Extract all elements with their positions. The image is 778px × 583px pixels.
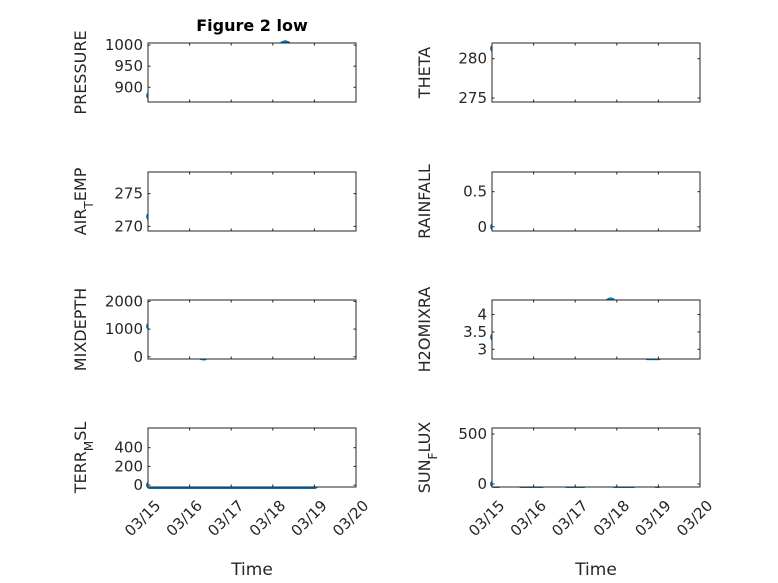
y-tick-label: 275 [114,185,143,203]
x-tick-label: 03/18 [246,497,289,540]
y-axis-label: H2OMIXRA [415,287,434,373]
x-tick-label: 03/16 [163,497,206,540]
x-tick-label: 03/15 [465,497,508,540]
y-tick-label: 280 [458,50,487,68]
y-tick-label: 275 [458,89,487,107]
y-tick-label: 270 [114,217,143,235]
figure-title: Figure 2 low [196,16,308,35]
chart-panel-4: 0 0.5 RAINFALL [415,164,701,239]
y-tick-label: 0 [477,218,487,236]
y-tick-label: 900 [114,78,143,96]
y-tick-label: 500 [458,425,487,443]
chart-panel-5: 0 1000 2000 MIXDEPTH [71,288,357,371]
y-tick-label: 1000 [105,320,143,338]
y-axis-label: SUNFLUX [415,422,440,494]
y-tick-label: 0.5 [463,183,487,201]
x-tick-label: 03/20 [329,497,372,540]
chart-panel-3: 270 275 AIRTEMP [71,167,357,235]
x-tick-label: 03/17 [204,497,247,540]
y-tick-label: 3.5 [463,323,487,341]
axes-box [147,42,357,103]
chart-panel-2: 275 280 THETA [415,42,701,107]
y-tick-label: 3 [477,340,487,358]
axes-box [491,427,701,488]
y-axis-label: MIXDEPTH [71,288,90,371]
x-tick-label: 03/19 [631,497,674,540]
x-tick-label: 03/16 [507,497,550,540]
y-tick-label: 200 [114,457,143,475]
x-tick-label: 03/15 [121,497,164,540]
y-tick-label: 0 [477,475,487,493]
axes-box [147,171,357,232]
y-tick-label: 2000 [105,292,143,310]
axes-box [147,299,357,360]
x-tick-label: 03/19 [287,497,330,540]
x-tick-label: 03/20 [673,497,716,540]
y-axis-label: TERRMSL [71,422,96,495]
y-tick-label: 0 [133,476,143,494]
x-tick-label: 03/17 [548,497,591,540]
x-axis-label: Time [230,560,273,580]
y-axis-label: RAINFALL [415,164,434,239]
y-tick-label: 4 [477,306,487,324]
y-tick-label: 400 [114,439,143,457]
axes-box [491,42,701,103]
y-axis-label: THETA [415,47,434,99]
chart-panel-1: 900 950 1000 PRESSURE [71,30,357,115]
x-axis-label: Time [574,560,617,580]
y-tick-label: 1000 [105,36,143,54]
y-tick-label: 0 [133,348,143,366]
axes-box [147,427,357,488]
y-axis-label: PRESSURE [71,30,90,114]
chart-panel-6: 33.54 H2OMIXRA [415,287,701,373]
y-tick-label: 950 [114,57,143,75]
axes-box [491,299,701,360]
y-axis-label: AIRTEMP [71,167,96,235]
axes-box [491,171,701,232]
x-tick-label: 03/18 [590,497,633,540]
